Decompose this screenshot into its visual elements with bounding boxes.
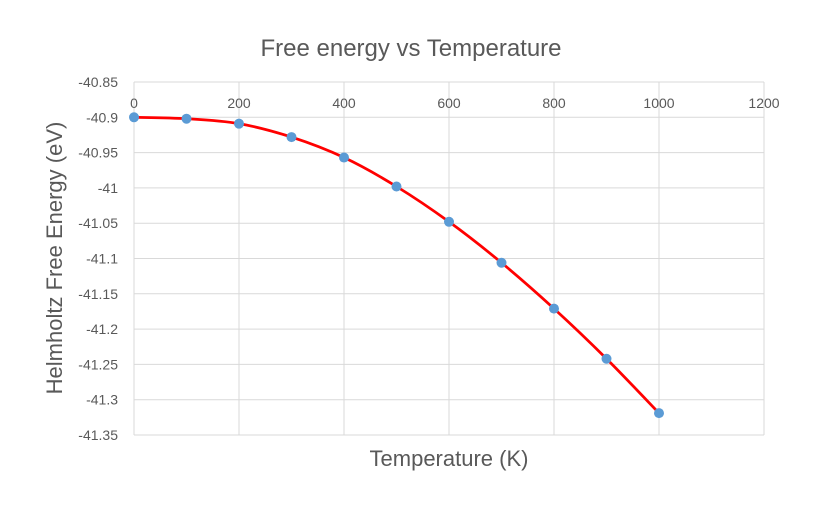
y-tick-label: -41.2 [86,321,118,337]
y-tick-label: -40.9 [86,109,118,125]
y-tick-label: -40.85 [78,74,118,90]
x-tick-label: 1000 [643,95,674,111]
y-tick-label: -41.35 [78,427,118,443]
y-tick-label: -41.1 [86,251,118,267]
x-tick-label: 200 [227,95,251,111]
chart-title: Free energy vs Temperature [260,35,561,62]
gridlines [133,81,765,436]
data-point [391,181,402,192]
data-point [444,216,454,227]
data-point [654,408,664,419]
y-tick-label: -41.15 [78,286,118,302]
series-line [133,115,660,415]
data-point [181,113,192,124]
x-axis-title: Temperature (K) [370,446,529,471]
data-point [549,303,559,314]
data-point [496,257,507,268]
y-axis-title: Helmholtz Free Energy (eV) [42,122,67,395]
x-tick-labels: 0 200 400 600 800 1000 1200 [130,95,780,111]
series-free-energy [129,112,664,419]
data-point [601,353,612,364]
x-tick-label: 1200 [748,95,779,111]
y-tick-label: -41 [98,180,118,196]
x-tick-label: 0 [130,95,138,111]
x-tick-label: 800 [542,95,566,111]
data-point [129,112,139,123]
y-tick-label: -40.95 [78,145,118,161]
y-tick-label: -41.25 [78,356,118,372]
y-tick-label: -41.3 [86,392,118,408]
data-point [286,132,297,143]
data-point [339,152,349,163]
x-tick-label: 400 [332,95,356,111]
x-tick-label: 600 [437,95,461,111]
y-tick-labels: -40.85 -40.9 -40.95 -41 -41.05 -41.1 -41.15 -41… [78,74,118,443]
data-point [234,118,244,129]
y-tick-label: -41.05 [78,215,118,231]
